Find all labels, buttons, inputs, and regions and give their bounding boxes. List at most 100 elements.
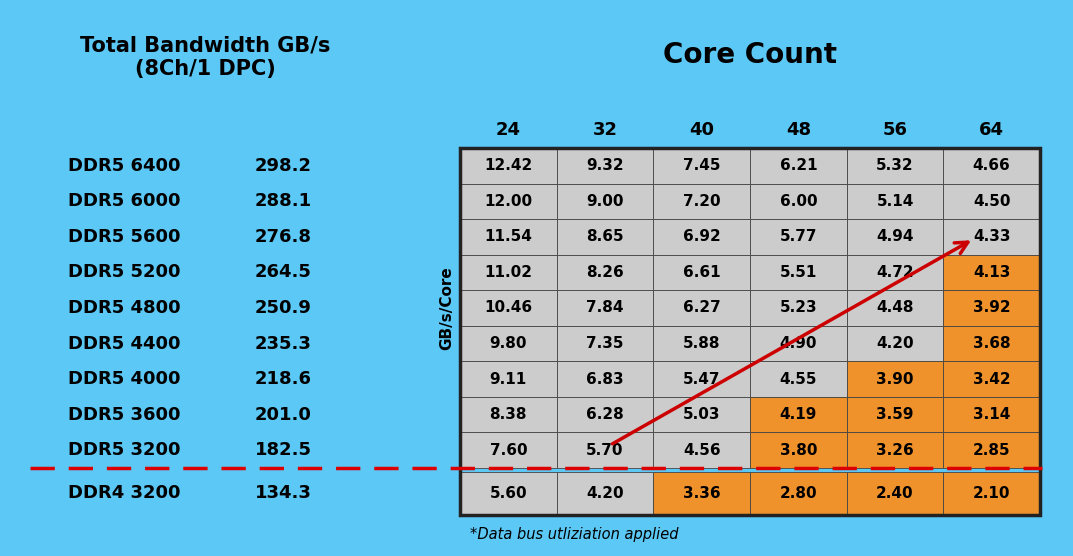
Text: 235.3: 235.3 — [255, 335, 312, 353]
Text: 5.77: 5.77 — [780, 230, 817, 245]
Text: 8.38: 8.38 — [489, 407, 527, 422]
Bar — [460, 219, 557, 255]
Bar — [750, 183, 847, 219]
Text: 4.19: 4.19 — [780, 407, 817, 422]
Text: 64: 64 — [980, 121, 1004, 139]
Bar — [750, 433, 847, 468]
Text: DDR5 6400: DDR5 6400 — [68, 157, 180, 175]
Bar — [653, 290, 750, 326]
Bar — [460, 290, 557, 326]
Bar — [847, 219, 943, 255]
Bar — [653, 255, 750, 290]
Bar — [460, 433, 557, 468]
Bar — [943, 183, 1040, 219]
Bar — [750, 255, 847, 290]
Text: 9.32: 9.32 — [586, 158, 623, 173]
Bar — [653, 148, 750, 183]
Text: 6.92: 6.92 — [682, 230, 721, 245]
Bar — [557, 183, 653, 219]
Text: DDR5 4800: DDR5 4800 — [68, 299, 180, 317]
Bar — [460, 148, 557, 183]
Text: 4.48: 4.48 — [877, 300, 914, 315]
Text: 3.92: 3.92 — [973, 300, 1011, 315]
Text: DDR5 3200: DDR5 3200 — [68, 441, 180, 459]
Text: 3.26: 3.26 — [877, 443, 914, 458]
Text: 250.9: 250.9 — [255, 299, 312, 317]
Bar — [460, 397, 557, 433]
Text: 5.70: 5.70 — [586, 443, 623, 458]
Bar — [847, 326, 943, 361]
Text: 134.3: 134.3 — [255, 484, 312, 503]
Text: 276.8: 276.8 — [255, 228, 312, 246]
Text: 12.42: 12.42 — [484, 158, 532, 173]
Text: 3.36: 3.36 — [682, 486, 720, 501]
Text: 5.23: 5.23 — [779, 300, 818, 315]
Text: 298.2: 298.2 — [255, 157, 312, 175]
Text: 32: 32 — [592, 121, 617, 139]
Text: 4.56: 4.56 — [682, 443, 720, 458]
Bar — [943, 219, 1040, 255]
Bar — [943, 361, 1040, 397]
Bar — [750, 326, 847, 361]
Text: 12.00: 12.00 — [484, 194, 532, 209]
Text: Core Count: Core Count — [663, 41, 837, 69]
Bar — [847, 433, 943, 468]
Text: 4.33: 4.33 — [973, 230, 1011, 245]
Bar — [460, 361, 557, 397]
Bar — [460, 326, 557, 361]
Text: 4.94: 4.94 — [877, 230, 914, 245]
Text: 7.84: 7.84 — [586, 300, 623, 315]
Text: 6.61: 6.61 — [682, 265, 720, 280]
Text: 8.65: 8.65 — [586, 230, 623, 245]
Text: 11.02: 11.02 — [484, 265, 532, 280]
Text: 6.83: 6.83 — [586, 371, 623, 386]
Bar — [943, 433, 1040, 468]
Text: 5.03: 5.03 — [682, 407, 720, 422]
Text: DDR5 5600: DDR5 5600 — [68, 228, 180, 246]
Text: 9.00: 9.00 — [586, 194, 623, 209]
Text: 7.45: 7.45 — [682, 158, 720, 173]
Bar — [847, 255, 943, 290]
Bar — [557, 290, 653, 326]
Text: 4.90: 4.90 — [780, 336, 817, 351]
Bar — [653, 472, 750, 515]
Text: 7.20: 7.20 — [682, 194, 720, 209]
Bar — [847, 472, 943, 515]
Text: 2.10: 2.10 — [973, 486, 1011, 501]
Text: 9.80: 9.80 — [489, 336, 527, 351]
Text: *Data bus utliziation applied: *Data bus utliziation applied — [470, 528, 678, 543]
Text: 10.46: 10.46 — [484, 300, 532, 315]
Text: 5.47: 5.47 — [682, 371, 720, 386]
Text: 4.50: 4.50 — [973, 194, 1011, 209]
Text: 5.88: 5.88 — [682, 336, 720, 351]
Text: 24: 24 — [496, 121, 520, 139]
Text: DDR4 3200: DDR4 3200 — [68, 484, 180, 503]
Bar — [460, 472, 557, 515]
Text: 2.80: 2.80 — [779, 486, 818, 501]
Bar — [653, 183, 750, 219]
Bar — [943, 290, 1040, 326]
Bar — [847, 148, 943, 183]
Text: 3.90: 3.90 — [877, 371, 914, 386]
Text: 7.60: 7.60 — [489, 443, 527, 458]
Bar — [847, 397, 943, 433]
Bar — [460, 255, 557, 290]
Bar — [943, 148, 1040, 183]
Bar — [557, 472, 653, 515]
Text: GB/s/Core: GB/s/Core — [440, 266, 455, 350]
Bar — [943, 397, 1040, 433]
Text: 3.80: 3.80 — [780, 443, 817, 458]
Text: DDR5 4000: DDR5 4000 — [68, 370, 180, 388]
Bar — [653, 219, 750, 255]
Bar — [943, 255, 1040, 290]
Text: Total Bandwidth GB/s
(8Ch/1 DPC): Total Bandwidth GB/s (8Ch/1 DPC) — [79, 36, 330, 78]
Text: 56: 56 — [882, 121, 908, 139]
Bar — [557, 148, 653, 183]
Bar — [653, 361, 750, 397]
Text: 7.35: 7.35 — [586, 336, 623, 351]
Bar — [557, 433, 653, 468]
Text: 3.68: 3.68 — [973, 336, 1011, 351]
Text: 288.1: 288.1 — [255, 192, 312, 210]
Text: 5.32: 5.32 — [877, 158, 914, 173]
Bar — [557, 326, 653, 361]
